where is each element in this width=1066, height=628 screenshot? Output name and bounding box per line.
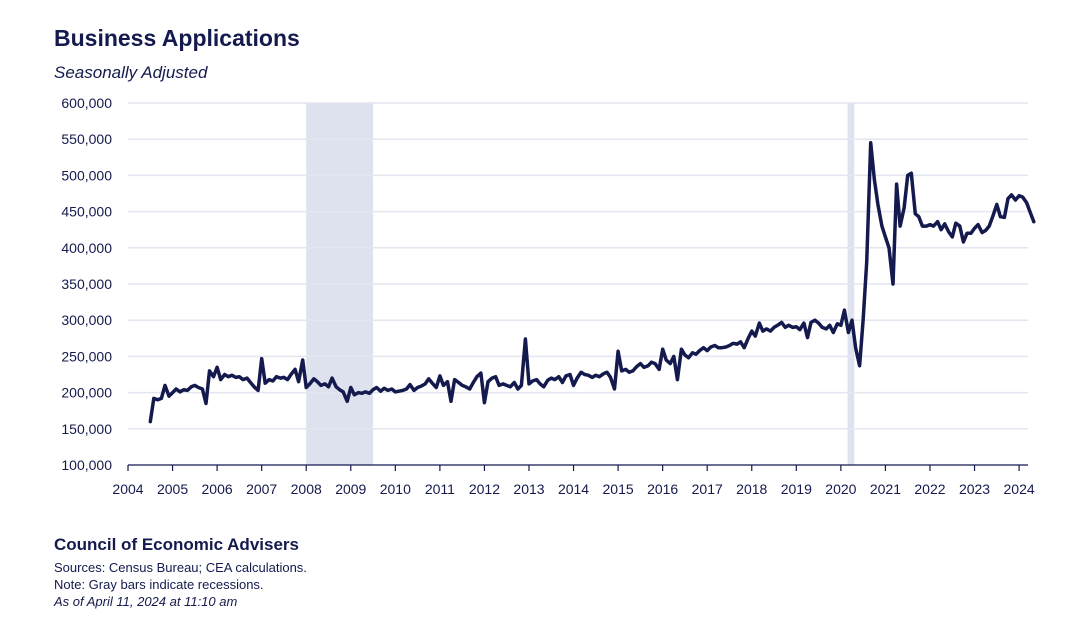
- y-tick-label: 100,000: [61, 457, 112, 473]
- y-tick-label: 400,000: [61, 240, 112, 256]
- gridlines: [128, 102, 1028, 430]
- x-tick-label: 2021: [870, 481, 901, 497]
- x-tick-label: 2012: [469, 481, 500, 497]
- y-tick-label: 450,000: [61, 204, 112, 220]
- x-tick-label: 2023: [959, 481, 990, 497]
- x-tick-label: 2014: [558, 481, 589, 497]
- y-tick-label: 600,000: [61, 95, 112, 111]
- x-tick-label: 2016: [647, 481, 678, 497]
- x-tick-label: 2017: [692, 481, 723, 497]
- y-tick-label: 200,000: [61, 385, 112, 401]
- y-tick-label: 350,000: [61, 276, 112, 292]
- y-tick-label: 500,000: [61, 167, 112, 183]
- x-tick-label: 2018: [736, 481, 767, 497]
- series-line: [148, 141, 1036, 424]
- chart-title: Business Applications: [54, 25, 300, 51]
- x-tick-label: 2024: [1004, 481, 1035, 497]
- x-tick-label: 2008: [291, 481, 322, 497]
- y-tick-label: 150,000: [61, 421, 112, 437]
- footer-asof: As of April 11, 2024 at 11:10 am: [54, 594, 238, 609]
- y-tick-label: 300,000: [61, 312, 112, 328]
- x-tick-label: 2019: [781, 481, 812, 497]
- chart-subtitle: Seasonally Adjusted: [54, 63, 208, 82]
- x-tick-label: 2015: [603, 481, 634, 497]
- series-layer: [148, 141, 1036, 424]
- y-axis: 100,000 150,000 200,000 250,000 300,000 350,0…: [61, 95, 112, 473]
- x-tick-label: 2011: [425, 481, 455, 497]
- x-axis: 2004 2005 2006 2007 2008 2009 2010 2011 2012 2013…: [112, 464, 1035, 497]
- y-tick-label: 550,000: [61, 131, 112, 147]
- footer: Council of Economic Advisers Sources: Ce…: [54, 535, 307, 610]
- y-tick-label: 250,000: [61, 348, 112, 364]
- x-tick-label: 2013: [513, 481, 544, 497]
- x-tick-label: 2010: [380, 481, 411, 497]
- x-tick-label: 2005: [157, 481, 188, 497]
- x-tick-label: 2020: [825, 481, 856, 497]
- x-tick-label: 2022: [914, 481, 945, 497]
- x-tick-label: 2004: [112, 481, 143, 497]
- footer-note: Note: Gray bars indicate recessions.: [54, 577, 264, 592]
- footer-sources: Sources: Census Bureau; CEA calculations…: [54, 560, 307, 575]
- footer-org: Council of Economic Advisers: [54, 535, 299, 554]
- x-tick-label: 2009: [335, 481, 366, 497]
- x-tick-label: 2007: [246, 481, 277, 497]
- x-tick-label: 2006: [202, 481, 233, 497]
